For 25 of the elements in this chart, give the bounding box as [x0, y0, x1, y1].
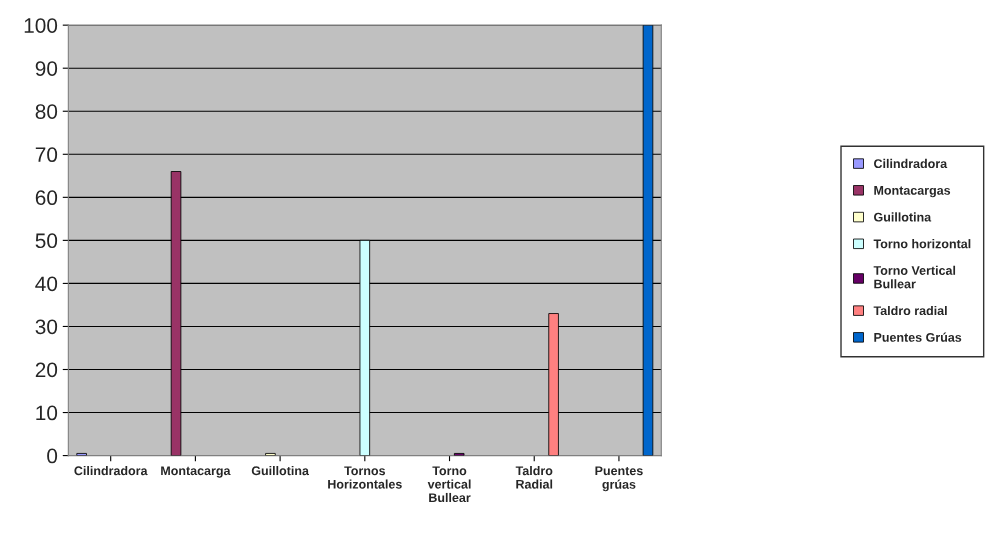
y-tick-label: 60 [35, 190, 58, 206]
x-tick-label: Torno vertical Bullear [427, 466, 471, 503]
legend-label: Guillotina [874, 212, 932, 222]
y-tick-label: 90 [35, 61, 58, 76]
y-tick-label: 80 [35, 104, 58, 119]
legend-label: Cilindradora [874, 158, 948, 169]
y-tick-label: 20 [35, 362, 58, 378]
y-tick-label: 50 [35, 233, 58, 249]
y-tick-label: 70 [35, 147, 58, 163]
x-tick-label: Taldro Radial [515, 466, 553, 489]
y-tick-label: 100 [24, 18, 58, 33]
x-tick-label: Tornos Horizontales [328, 466, 402, 489]
x-tick-label: Guillotina [251, 466, 310, 476]
y-tick-label: 0 [47, 448, 58, 464]
legend-label: Torno Vertical Bullear [873, 265, 956, 289]
legend-label: Taldro radial [873, 305, 947, 316]
x-tick-label: Cilindradora [74, 466, 148, 476]
y-tick-label: 40 [35, 276, 58, 292]
y-tick-label: 30 [35, 319, 58, 335]
legend-label: Torno horizontal [873, 239, 971, 249]
legend-label: Montacargas [874, 186, 951, 198]
x-tick-label: Montacarga [161, 466, 231, 478]
x-tick-label: Puentes grúas [595, 466, 643, 492]
legend-label: Puentes Grúas [874, 332, 962, 342]
y-tick-label: 10 [36, 405, 58, 421]
